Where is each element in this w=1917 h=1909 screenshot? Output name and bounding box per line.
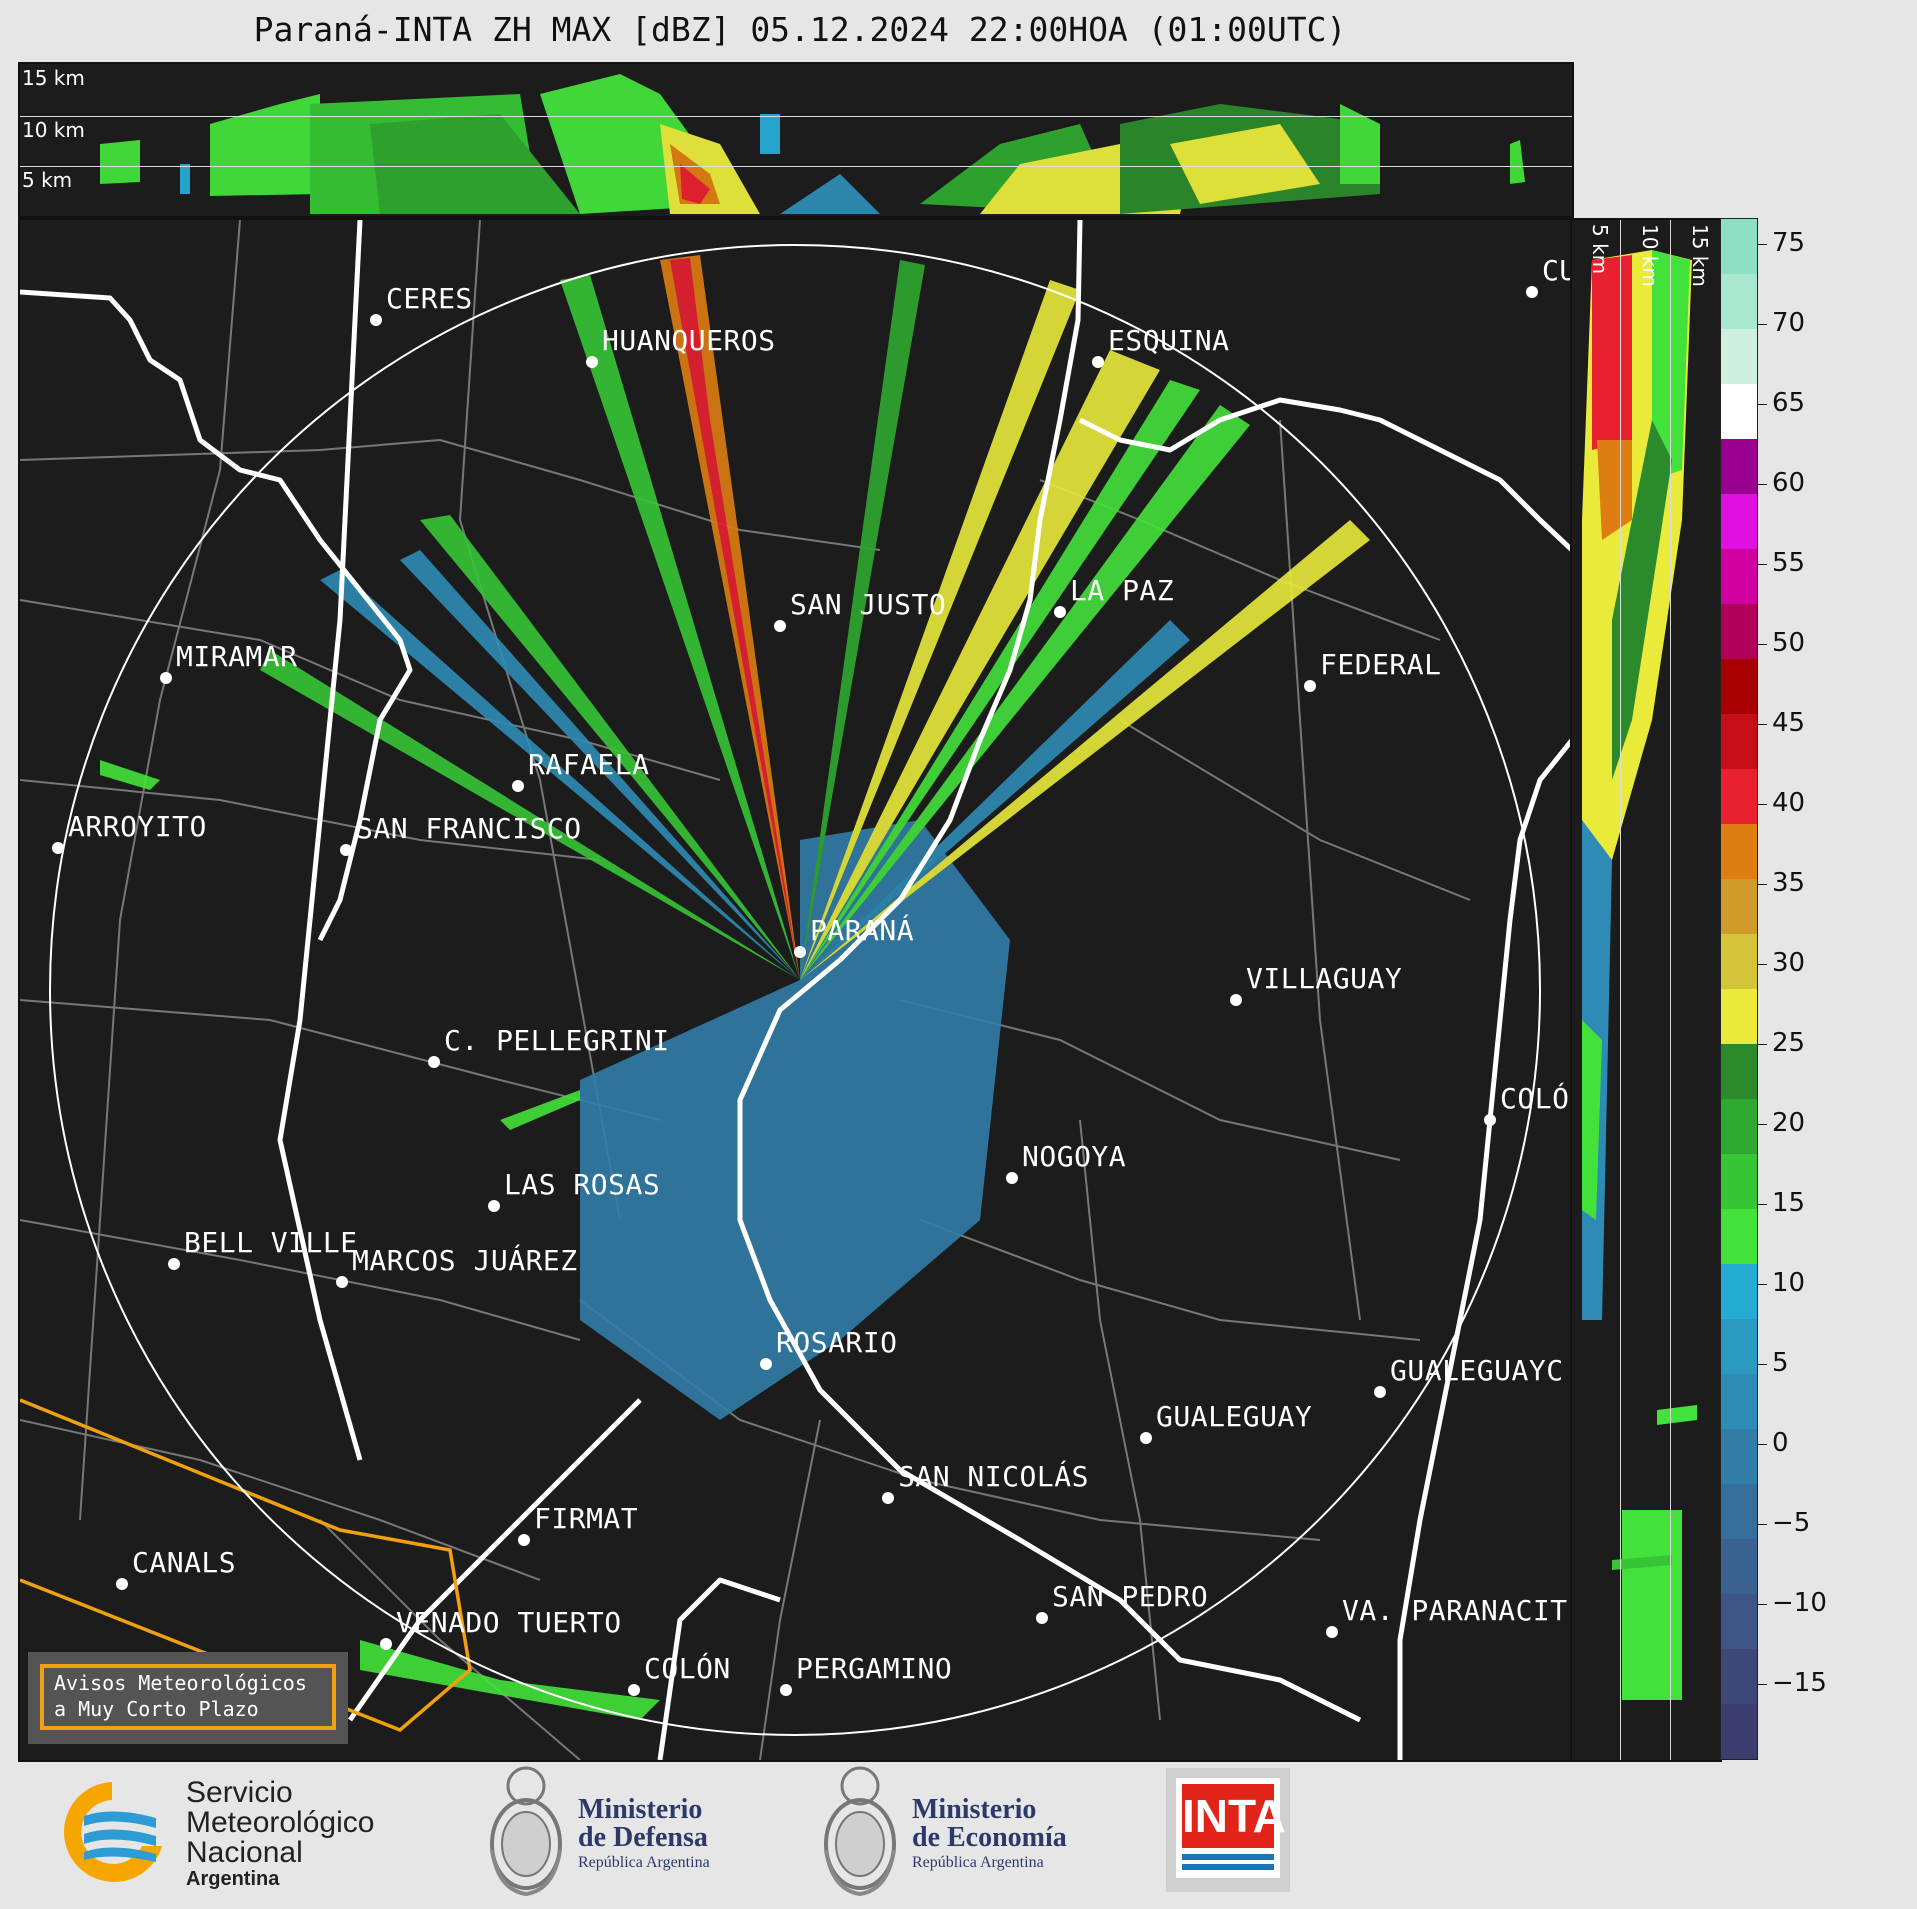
side-height-profile: 5 km 10 km 15 km xyxy=(1570,218,1722,1762)
colorbar-tick xyxy=(1757,404,1767,405)
colorbar-tick-label: 45 xyxy=(1772,708,1806,738)
height-label-10km: 10 km xyxy=(22,118,85,142)
colorbar-tick-label: −5 xyxy=(1772,1508,1811,1538)
colorbar-tick xyxy=(1757,964,1767,965)
colorbar-tick xyxy=(1757,1604,1767,1605)
side-height-label-10km: 10 km xyxy=(1638,224,1662,287)
smn-logo: Servicio Meteorológico Nacional Argentin… xyxy=(52,1776,422,1890)
smn-emblem-icon xyxy=(64,1782,162,1882)
economia-line3: República Argentina xyxy=(912,1854,1044,1871)
colorbar-tick xyxy=(1757,1364,1767,1365)
colorbar-tick-label: 75 xyxy=(1772,228,1806,258)
radar-map[interactable]: CERES HUANQUEROS ESQUINA CU SAN JUSTO LA… xyxy=(18,218,1574,1762)
colorbar-tick-label: 0 xyxy=(1772,1428,1789,1458)
colorbar-tick-label: 50 xyxy=(1772,628,1806,658)
colorbar-tick xyxy=(1757,324,1767,325)
colorbar-tick xyxy=(1757,724,1767,725)
colorbar-tick-label: 30 xyxy=(1772,948,1806,978)
inta-wordmark: INTA xyxy=(1182,1784,1286,1848)
smn-line3: Nacional xyxy=(186,1836,303,1869)
colorbar-tick-label: 35 xyxy=(1772,868,1806,898)
radar-title: Paraná-INTA ZH MAX [dBZ] 05.12.2024 22:0… xyxy=(253,10,1347,49)
colorbar-tick xyxy=(1757,644,1767,645)
coat-of-arms-icon xyxy=(824,1766,896,1897)
colorbar-tick xyxy=(1757,1444,1767,1445)
colorbar-tick-label: 15 xyxy=(1772,1188,1806,1218)
colorbar-tick xyxy=(1757,244,1767,245)
alert-box-line2: a Muy Corto Plazo xyxy=(54,1697,259,1721)
colorbar-tick-label: −10 xyxy=(1772,1588,1827,1618)
colorbar-tick xyxy=(1757,484,1767,485)
smn-line2: Meteorológico xyxy=(186,1806,375,1839)
inta-logo: INTA xyxy=(1166,1768,1290,1892)
colorbar-tick-label: 60 xyxy=(1772,468,1806,498)
economia-line2: de Economía xyxy=(912,1822,1067,1853)
map-layer xyxy=(20,220,1572,1760)
alert-box-line1: Avisos Meteorológicos xyxy=(54,1671,307,1695)
colorbar-tick xyxy=(1757,804,1767,805)
colorbar-tick-label: 25 xyxy=(1772,1028,1806,1058)
colorbar-tick-label: −15 xyxy=(1772,1668,1827,1698)
colorbar-tick xyxy=(1757,564,1767,565)
top-profile-echoes xyxy=(100,74,1525,214)
short-term-warnings-box[interactable]: Avisos Meteorológicos a Muy Corto Plazo xyxy=(28,1652,348,1744)
colorbar-tick-label: 20 xyxy=(1772,1108,1806,1138)
colorbar-tick xyxy=(1757,1044,1767,1045)
height-label-5km: 5 km xyxy=(22,168,73,192)
coat-of-arms-icon xyxy=(490,1766,562,1897)
dbz-colorbar xyxy=(1720,218,1758,1760)
side-height-label-5km: 5 km xyxy=(1588,224,1612,275)
colorbar-tick xyxy=(1757,1204,1767,1205)
colorbar-tick-label: 10 xyxy=(1772,1268,1806,1298)
economia-line1: Ministerio xyxy=(912,1794,1037,1825)
colorbar-tick xyxy=(1757,884,1767,885)
smn-line1: Servicio xyxy=(186,1776,293,1809)
defensa-line2: de Defensa xyxy=(578,1822,708,1853)
colorbar-tick-label: 70 xyxy=(1772,308,1806,338)
side-profile-echoes xyxy=(1582,250,1697,1700)
smn-line4: Argentina xyxy=(186,1868,280,1890)
colorbar-tick xyxy=(1757,1684,1767,1685)
ministerio-defensa-logo: Ministerio de Defensa República Argentin… xyxy=(478,1760,778,1900)
colorbar-tick xyxy=(1757,1124,1767,1125)
colorbar-tick xyxy=(1757,1524,1767,1525)
colorbar-tick-label: 65 xyxy=(1772,388,1806,418)
colorbar-tick-label: 40 xyxy=(1772,788,1806,818)
defensa-line1: Ministerio xyxy=(578,1794,703,1825)
height-label-15km: 15 km xyxy=(22,66,85,90)
top-height-profile: 15 km 10 km 5 km xyxy=(18,62,1574,218)
colorbar-tick xyxy=(1757,1284,1767,1285)
defensa-line3: República Argentina xyxy=(578,1854,710,1871)
colorbar-tick-label: 55 xyxy=(1772,548,1806,578)
ministerio-economia-logo: Ministerio de Economía República Argenti… xyxy=(812,1760,1112,1900)
colorbar-tick-label: 5 xyxy=(1772,1348,1789,1378)
side-height-label-15km: 15 km xyxy=(1688,224,1712,287)
